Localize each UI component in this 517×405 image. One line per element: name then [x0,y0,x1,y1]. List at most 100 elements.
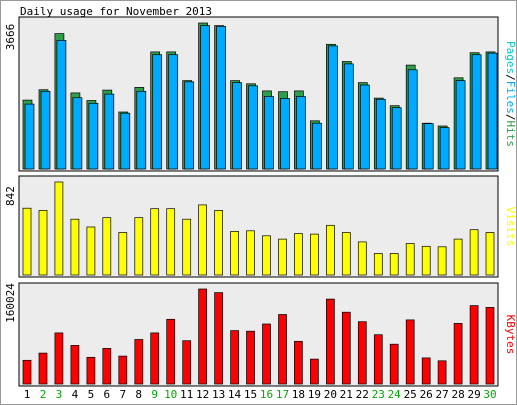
ylabel-word: Hits [504,121,517,148]
bar-visits-day-12 [198,204,207,276]
bar-visits-day-10 [166,208,176,276]
bar-kbytes-day-10 [166,318,176,385]
bar-files-day-13 [216,26,226,170]
bar-visits-day-1 [22,207,32,276]
bar-files-day-27 [439,127,450,170]
bar-files-day-17 [280,98,290,170]
ylabel-word: Files [504,81,517,114]
day-label-10: 10 [164,388,177,401]
bar-kbytes-day-13 [214,292,223,385]
day-label-13: 13 [212,388,225,401]
bar-files-day-3 [56,40,67,170]
bar-files-day-1 [24,103,35,170]
bar-visits-day-17 [278,238,287,276]
bar-visits-day-4 [70,218,80,276]
ylabel-separator: / [504,74,517,81]
panel-frame [18,282,499,387]
day-label-7: 7 [119,388,126,401]
bar-visits-day-13 [214,210,223,276]
bar-files-day-23 [375,98,386,170]
day-label-3: 3 [56,388,63,401]
bar-files-day-2 [40,90,51,170]
day-label-21: 21 [340,388,353,401]
bar-visits-day-18 [294,233,303,276]
bar-visits-day-3 [54,181,64,276]
bar-kbytes-day-2 [38,352,48,385]
bar-visits-day-6 [102,217,112,276]
bar-kbytes-day-21 [341,311,351,385]
day-label-27: 27 [435,388,448,401]
day-label-19: 19 [308,388,321,401]
day-label-18: 18 [292,388,305,401]
bar-files-day-14 [232,82,242,170]
bar-files-day-22 [359,84,370,170]
bar-files-day-29 [471,54,482,170]
day-label-24: 24 [388,388,402,401]
bar-visits-day-23 [373,253,383,276]
day-label-22: 22 [356,388,369,401]
bar-files-day-24 [391,107,402,170]
bar-files-day-16 [264,96,274,170]
ylabel-word: KBytes [504,315,517,355]
bar-files-day-9 [152,54,163,170]
bar-visits-day-9 [150,208,160,276]
bar-files-day-18 [296,96,306,170]
bar-kbytes-day-16 [262,323,271,385]
bar-kbytes-day-29 [469,305,479,385]
bar-visits-day-25 [405,243,415,276]
day-label-17: 17 [276,388,289,401]
ylabel-kbytes: KBytes [504,315,517,355]
day-label-26: 26 [420,388,433,401]
bar-kbytes-day-23 [373,334,383,385]
bar-files-day-28 [455,80,466,170]
bar-visits-day-14 [230,231,239,276]
bar-kbytes-day-12 [198,288,207,385]
bar-files-day-26 [423,123,434,170]
bar-kbytes-day-11 [182,340,192,385]
bar-kbytes-day-3 [54,332,64,385]
day-label-30: 30 [483,388,496,401]
bar-files-day-21 [343,63,354,170]
bar-visits-day-7 [118,232,128,276]
bar-files-day-25 [407,69,418,170]
bar-visits-day-16 [262,235,271,276]
bar-kbytes-day-30 [485,307,495,385]
day-label-28: 28 [451,388,464,401]
bar-files-day-6 [104,93,115,170]
day-label-9: 9 [151,388,158,401]
day-label-6: 6 [103,388,110,401]
day-label-25: 25 [404,388,417,401]
bar-files-day-19 [312,122,322,170]
bar-kbytes-day-19 [310,358,319,385]
bar-kbytes-day-7 [118,355,128,385]
bar-visits-day-28 [453,238,463,276]
bar-kbytes-day-1 [22,359,32,385]
day-label-5: 5 [88,388,95,401]
bar-kbytes-day-28 [453,323,463,385]
bar-visits-day-8 [134,217,144,276]
bar-visits-day-19 [310,233,319,276]
bar-kbytes-day-18 [294,340,303,385]
bar-visits-day-11 [182,218,192,276]
day-label-12: 12 [196,388,209,401]
bar-kbytes-day-9 [150,332,160,385]
bar-kbytes-day-15 [246,330,255,385]
bar-kbytes-day-27 [437,360,447,385]
bar-files-day-4 [72,97,83,170]
bar-visits-day-20 [326,224,335,276]
bar-visits-day-21 [341,232,351,276]
ylabel-word: Pages [504,41,517,74]
bar-visits-day-24 [389,253,399,276]
ylabel-hits: Pages/Files/Hits [504,41,517,147]
day-label-16: 16 [260,388,273,401]
ymax-label-hits: 3666 [4,24,17,51]
day-label-8: 8 [135,388,142,401]
day-label-23: 23 [372,388,385,401]
bar-files-day-7 [120,112,131,170]
bar-visits-day-22 [357,241,367,276]
ymax-label-kbytes: 160024 [4,283,17,323]
bar-visits-day-15 [246,230,255,276]
ylabel-visits: Visits [504,207,517,247]
